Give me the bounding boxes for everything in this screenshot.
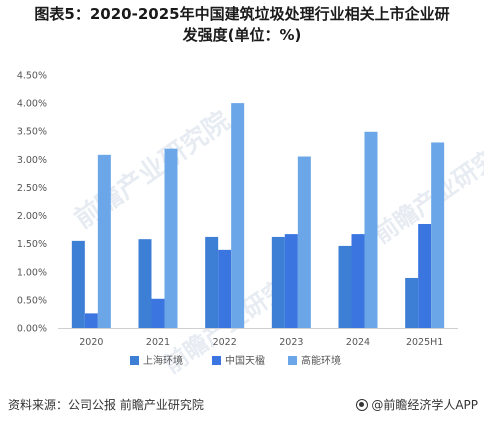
- brand-text: @前瞻经济学人APP: [371, 398, 478, 412]
- bar-chart: 0.00% 0.50% 1.00% 1.50% 2.00% 2.50% 3.00% 3.50%…: [17, 71, 458, 367]
- bar: [351, 234, 365, 328]
- bar: [84, 313, 98, 328]
- bar: [338, 245, 352, 328]
- y-tick-label: 4.00%: [17, 99, 47, 110]
- bar: [218, 249, 232, 328]
- bar: [151, 298, 165, 328]
- x-tick-label: 2021: [146, 337, 170, 348]
- x-tick-label: 2024: [346, 337, 370, 348]
- bar: [231, 103, 245, 328]
- bar: [431, 142, 445, 328]
- x-tick-label: 2020: [79, 337, 103, 348]
- y-tick-label: 3.50%: [17, 127, 47, 138]
- bar: [271, 236, 285, 328]
- legend-label: 中国天楹: [225, 354, 265, 367]
- bar: [138, 239, 152, 328]
- chart-title: 图表5：2020-2025年中国建筑垃圾处理行业相关上市企业研 发强度(单位：%…: [0, 4, 484, 46]
- footer: 资料来源：公司公报 前瞻产业研究院 @前瞻经济学人APP: [0, 392, 484, 423]
- x-tick-label: 2025H1: [406, 337, 443, 348]
- legend-swatch: [288, 356, 297, 365]
- chart-title-line2: 发强度(单位：%): [182, 26, 302, 44]
- legend-swatch: [212, 356, 221, 365]
- bar: [97, 154, 111, 328]
- legend-swatch: [130, 356, 139, 365]
- brand: @前瞻经济学人APP: [356, 396, 478, 413]
- legend-label: 高能环境: [301, 354, 341, 367]
- bar: [284, 234, 298, 328]
- y-tick-label: 2.00%: [17, 211, 47, 222]
- x-tick-label: 2022: [213, 337, 237, 348]
- x-tick-label: 2023: [279, 337, 303, 348]
- bar: [205, 236, 219, 328]
- y-tick-label: 0.50%: [17, 295, 47, 306]
- source-text: 资料来源：公司公报 前瞻产业研究院: [8, 398, 204, 412]
- y-tick-label: 4.50%: [17, 71, 47, 82]
- chart-title-line1: 图表5：2020-2025年中国建筑垃圾处理行业相关上市企业研: [34, 5, 450, 23]
- brand-logo-icon: [356, 398, 369, 411]
- bar: [164, 148, 178, 328]
- y-tick-label: 2.50%: [17, 183, 47, 194]
- y-tick-label: 1.50%: [17, 239, 47, 250]
- bar: [297, 156, 311, 328]
- y-tick-label: 1.00%: [17, 267, 47, 278]
- bar: [364, 131, 378, 328]
- bar: [418, 223, 432, 328]
- bar: [71, 240, 85, 328]
- bar: [405, 277, 419, 328]
- y-tick-label: 0.00%: [17, 324, 47, 335]
- legend-label: 上海环境: [143, 354, 183, 367]
- y-tick-label: 3.00%: [17, 155, 47, 166]
